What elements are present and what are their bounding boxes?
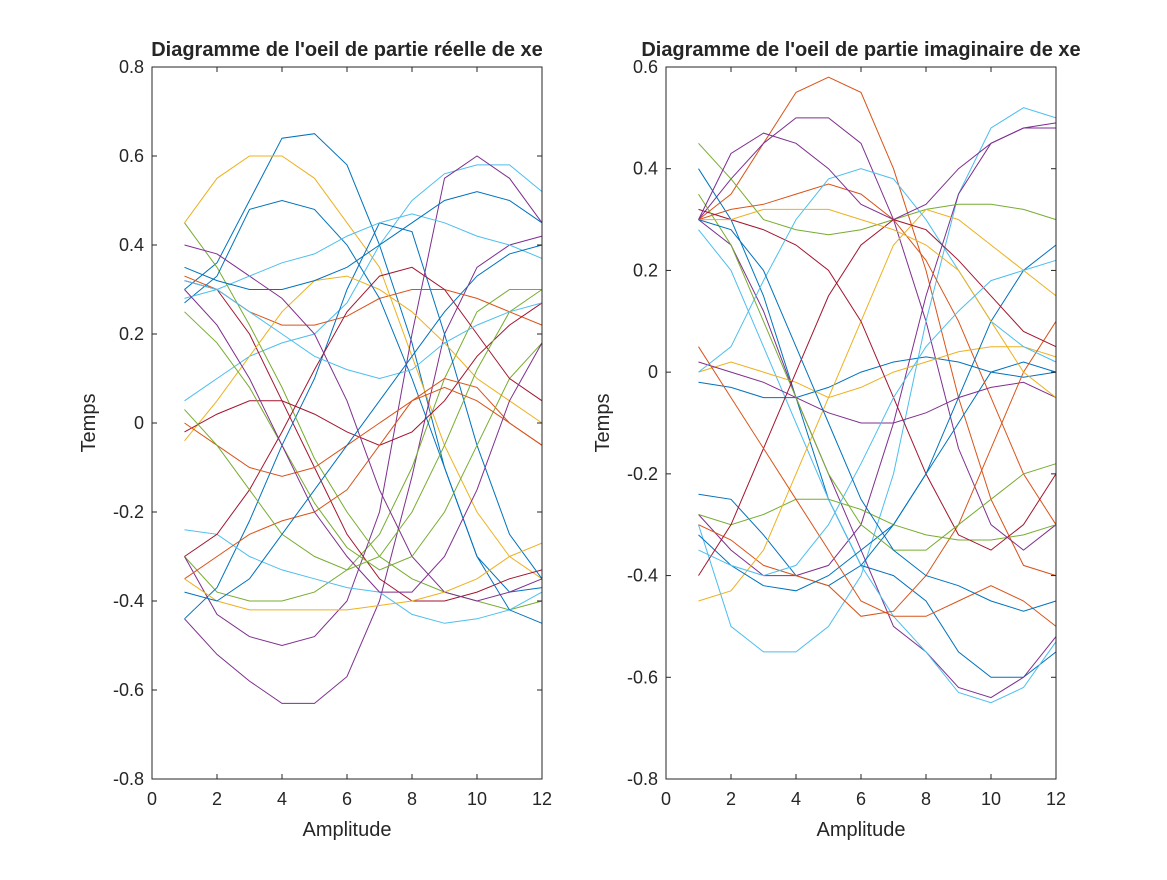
real-part-xtick-label: 12 [532, 789, 552, 809]
real-part-trace-17 [184, 311, 543, 571]
imaginary-part-xtick-label: 12 [1046, 789, 1066, 809]
imaginary-part-trace-1 [698, 76, 1057, 577]
imaginary-part-trace-19 [698, 168, 1057, 373]
real-part-trace-6 [184, 280, 543, 602]
imaginary-part-ytick-label: -0.2 [627, 464, 658, 484]
imaginary-part-trace-11 [698, 356, 1057, 399]
imaginary-part-traces [698, 76, 1057, 704]
imaginary-part-ytick-label: 0.2 [633, 260, 658, 280]
imaginary-part-trace-23 [698, 346, 1057, 627]
real-part-trace-24 [184, 289, 543, 571]
real-part-trace-3 [184, 235, 543, 704]
imaginary-part-trace-10 [698, 183, 1057, 525]
real-part-ytick-label: -0.2 [113, 502, 144, 522]
imaginary-part-trace-18 [698, 244, 1057, 592]
real-part-ytick-label: 0 [134, 413, 144, 433]
imaginary-part-xtick-label: 0 [661, 789, 671, 809]
imaginary-part-trace-7 [698, 229, 1057, 704]
imaginary-part-xtick-label: 4 [791, 789, 801, 809]
real-part-trace-25 [184, 280, 543, 380]
imaginary-part-trace-20 [698, 193, 1057, 551]
real-part-trace-10 [184, 222, 543, 611]
imaginary-part-trace-16 [698, 208, 1057, 602]
imaginary-part-trace-21 [698, 219, 1057, 576]
real-part-trace-1 [184, 133, 543, 593]
real-part-trace-12 [184, 275, 543, 442]
real-part-trace-19 [184, 542, 543, 611]
real-part-trace-22 [184, 386, 543, 477]
real-part-trace-14 [184, 199, 543, 624]
real-part-xtick-label: 0 [147, 789, 157, 809]
real-part-axes: 0 2 4 6 8 10 12 -0.8 -0.6 -0.4 -0.2 0 0.2 0.4 0.6 0.8 D… [78, 39, 552, 841]
imaginary-part-ytick-label: 0.4 [633, 159, 658, 179]
imaginary-part-ytick-label: -0.8 [627, 769, 658, 789]
imaginary-part-axes: 0 2 4 6 8 10 12 -0.8 -0.6 -0.4 -0.2 0 0.2 0.4 0.6 Diag… [592, 39, 1081, 841]
real-part-xtick-label: 2 [212, 789, 222, 809]
imaginary-part-trace-9 [698, 142, 1057, 236]
imaginary-part-ticks: 0 2 4 6 8 10 12 -0.8 -0.6 -0.4 -0.2 0 0.2 0.4 0.6 [627, 57, 1066, 809]
real-part-ytick-label: -0.4 [113, 591, 144, 611]
real-part-title: Diagramme de l'oeil de partie réelle de … [151, 39, 543, 61]
imaginary-part-xtick-label: 6 [856, 789, 866, 809]
real-part-trace-5 [184, 164, 543, 402]
real-part-ytick-label: 0.8 [119, 57, 144, 77]
imaginary-part-trace-5 [698, 168, 1057, 678]
imaginary-part-title: Diagramme de l'oeil de partie imaginaire… [641, 39, 1080, 61]
real-part-trace-20 [184, 191, 543, 290]
imaginary-part-xtick-label: 8 [921, 789, 931, 809]
imaginary-part-trace-15 [698, 498, 1057, 541]
real-part-traces [184, 133, 543, 704]
real-part-trace-8 [184, 155, 543, 647]
imaginary-part-xtick-label: 10 [981, 789, 1001, 809]
real-part-xtick-label: 8 [407, 789, 417, 809]
real-part-trace-23 [184, 289, 543, 593]
imaginary-part-trace-2 [698, 117, 1057, 551]
real-part-axes-box [151, 66, 543, 780]
real-part-trace-13 [184, 302, 543, 446]
real-part-ytick-label: -0.6 [113, 680, 144, 700]
real-part-xtick-label: 10 [467, 789, 487, 809]
imaginary-part-ytick-label: 0.6 [633, 57, 658, 77]
real-part-ytick-label: 0.6 [119, 146, 144, 166]
real-part-trace-18 [184, 213, 543, 299]
imaginary-part-ytick-label: -0.6 [627, 667, 658, 687]
imaginary-part-xlabel: Amplitude [817, 819, 906, 841]
real-part-trace-11 [184, 529, 543, 624]
imaginary-part-ytick-label: -0.4 [627, 566, 658, 586]
imaginary-part-ytick-label: 0 [648, 362, 658, 382]
imaginary-part-trace-22 [698, 208, 1057, 398]
real-part-ticks: 0 2 4 6 8 10 12 -0.8 -0.6 -0.4 -0.2 0 0.2 0.4 0.6 0.8 [113, 57, 552, 809]
imaginary-part-trace-17 [698, 208, 1057, 551]
real-part-ytick-label: -0.8 [113, 769, 144, 789]
real-part-xtick-label: 4 [277, 789, 287, 809]
real-part-xlabel: Amplitude [303, 819, 392, 841]
imaginary-part-trace-6 [698, 219, 1057, 699]
real-part-trace-2 [184, 155, 543, 580]
real-part-trace-16 [184, 244, 543, 602]
real-part-trace-4 [184, 289, 542, 602]
real-part-trace-26 [184, 244, 543, 602]
imaginary-part-ylabel: Temps [592, 394, 614, 453]
imaginary-part-trace-4 [698, 127, 1056, 577]
real-part-ytick-label: 0.4 [119, 235, 144, 255]
imaginary-part-trace-8 [698, 361, 1057, 587]
imaginary-part-trace-26 [698, 219, 1057, 612]
real-part-xtick-label: 6 [342, 789, 352, 809]
imaginary-part-trace-13 [698, 361, 1057, 424]
imaginary-part-trace-25 [698, 122, 1057, 221]
imaginary-part-trace-14 [698, 321, 1057, 617]
imaginary-part-trace-12 [698, 346, 1057, 399]
imaginary-part-trace-24 [698, 259, 1057, 577]
real-part-ytick-label: 0.2 [119, 324, 144, 344]
real-part-trace-15 [184, 377, 543, 580]
real-part-trace-21 [184, 266, 543, 557]
real-part-ylabel: Temps [78, 394, 100, 453]
imaginary-part-xtick-label: 2 [726, 789, 736, 809]
